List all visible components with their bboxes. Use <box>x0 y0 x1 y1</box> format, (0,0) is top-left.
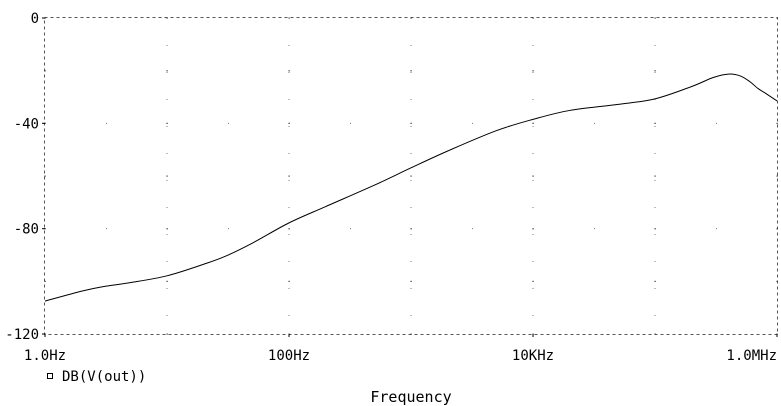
grid-dot <box>288 70 290 72</box>
grid-dot <box>532 280 534 282</box>
grid-dot <box>44 280 46 282</box>
grid-dot <box>776 17 778 19</box>
grid-dot <box>410 333 412 335</box>
x-tick-label: 1.0Hz <box>24 348 66 364</box>
x-tick-label: 100Hz <box>268 348 310 364</box>
grid-dot <box>44 175 46 177</box>
y-tick-label: -80 <box>14 222 39 238</box>
grid-dot <box>776 175 778 177</box>
grid-dot <box>410 280 412 282</box>
grid-dot <box>532 175 534 177</box>
grid-dot <box>654 333 656 335</box>
grid-dot <box>44 17 46 19</box>
grid-dot <box>776 70 778 72</box>
y-axis-tick-labels: 0 -40 -80 -120 <box>5 11 45 343</box>
y-tick-label: 0 <box>31 11 39 27</box>
grid-dot <box>776 122 778 124</box>
grid-dot <box>532 70 534 72</box>
grid-dot <box>654 70 656 72</box>
grid-dot <box>288 175 290 177</box>
grid-dot <box>654 175 656 177</box>
x-tick-label: 1.0MHz <box>726 348 777 364</box>
grid-dot <box>776 280 778 282</box>
grid-dot <box>166 280 168 282</box>
grid-dot <box>288 280 290 282</box>
grid-dot <box>166 333 168 335</box>
x-axis-label: Frequency <box>370 388 451 406</box>
x-tick-label: 10KHz <box>512 348 554 364</box>
y-tick-label: -120 <box>5 327 39 343</box>
legend-marker <box>47 373 53 379</box>
legend-series-label: DB(V(out)) <box>62 369 146 385</box>
series-line-db-vout <box>44 73 778 302</box>
grid-dot <box>166 70 168 72</box>
grid-dots <box>44 17 778 335</box>
grid-dot <box>410 175 412 177</box>
grid-dot <box>654 280 656 282</box>
x-axis-tick-labels: 1.0Hz 100Hz 10KHz 1.0MHz <box>24 334 778 364</box>
grid-dot <box>44 70 46 72</box>
grid-dot <box>410 70 412 72</box>
y-tick-label: -40 <box>14 116 39 132</box>
grid-dot <box>776 228 778 230</box>
grid-dot <box>166 175 168 177</box>
